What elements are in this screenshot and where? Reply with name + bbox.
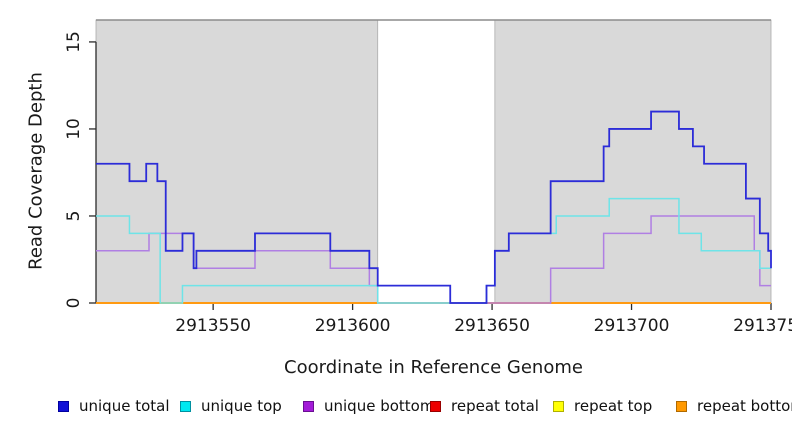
legend-item-repeat-top: repeat top xyxy=(553,397,653,415)
legend-swatch-repeat-top xyxy=(553,400,564,412)
legend-swatch-unique-top xyxy=(180,400,191,412)
legend-item-unique-bottom: unique bottom xyxy=(303,397,435,415)
legend-label: repeat total xyxy=(451,397,539,415)
x-axis-tick-label: 2913650 xyxy=(454,316,530,336)
x-axis-tick-label: 2913600 xyxy=(315,316,391,336)
legend-label: unique top xyxy=(201,397,282,415)
x-axis-tick-label: 2913700 xyxy=(594,316,670,336)
x-axis-tick-label: 2913750 xyxy=(733,316,792,336)
y-axis-title: Read Coverage Depth xyxy=(25,72,47,270)
series-line-unique-total xyxy=(96,110,772,304)
legend-label: unique bottom xyxy=(324,397,435,415)
y-axis-tick-label: 10 xyxy=(64,118,84,140)
legend-label: repeat top xyxy=(574,397,653,415)
y-axis-tick-label: 5 xyxy=(64,211,84,222)
legend-swatch-unique-bottom xyxy=(303,400,314,412)
legend-label: repeat bottom xyxy=(697,397,792,415)
legend-item-repeat-total: repeat total xyxy=(430,397,539,415)
legend-item-repeat-bottom: repeat bottom xyxy=(676,397,792,415)
y-axis-tick-label: 0 xyxy=(64,298,84,309)
legend-item-unique-top: unique top xyxy=(180,397,282,415)
y-axis-tick-label: 15 xyxy=(64,31,84,53)
mappability-shaded-band xyxy=(494,19,772,304)
x-axis-tick-label: 2913550 xyxy=(175,316,251,336)
legend-swatch-unique-total xyxy=(58,400,69,412)
x-axis-title: Coordinate in Reference Genome xyxy=(284,357,583,378)
legend-item-unique-total: unique total xyxy=(58,397,170,415)
legend-swatch-repeat-total xyxy=(430,400,441,412)
mappability-shaded-band xyxy=(95,19,379,304)
legend-swatch-repeat-bottom xyxy=(676,400,687,412)
legend-label: unique total xyxy=(79,397,170,415)
